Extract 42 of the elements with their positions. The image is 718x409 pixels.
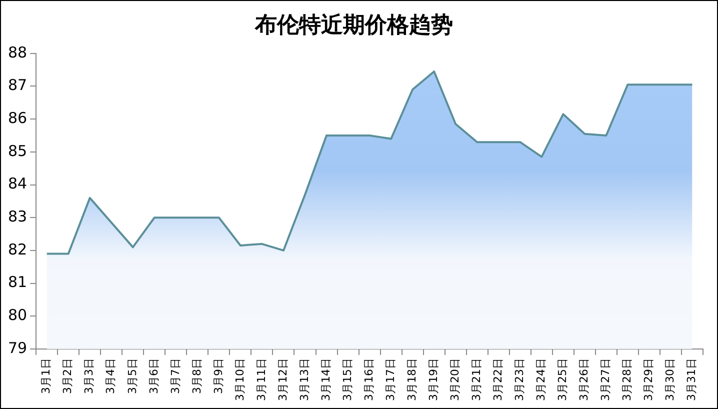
x-tick-label: 3月9日 xyxy=(212,358,225,394)
y-tick-label: 81 xyxy=(8,273,28,292)
x-tick-label: 3月15日 xyxy=(340,358,354,402)
x-tick-label: 3月4日 xyxy=(104,358,118,394)
x-tick-label: 3月20日 xyxy=(448,358,462,402)
x-tick-label: 3月31日 xyxy=(685,358,698,402)
y-tick-label: 87 xyxy=(8,76,28,94)
x-tick-label: 3月22日 xyxy=(491,358,504,402)
x-tick-label: 3月11日 xyxy=(254,358,268,402)
x-tick-label: 3月3日 xyxy=(82,358,96,394)
y-tick-label: 80 xyxy=(8,306,28,324)
x-tick-label: 3月17日 xyxy=(384,358,397,402)
y-tick-label: 83 xyxy=(8,208,28,226)
x-tick-label: 3月24日 xyxy=(534,358,548,402)
x-tick-label: 3月6日 xyxy=(147,358,160,394)
x-tick-label: 3月12日 xyxy=(276,358,290,402)
x-tick-label: 3月1日 xyxy=(40,358,53,394)
x-tick-label: 3月30日 xyxy=(664,358,677,402)
y-tick-label: 86 xyxy=(8,108,28,127)
x-tick-label: 3月8日 xyxy=(190,358,204,394)
y-tick-label: 88 xyxy=(8,43,28,62)
x-tick-label: 3月14日 xyxy=(319,358,332,402)
y-tick-label: 84 xyxy=(8,174,28,193)
x-tick-label: 3月25日 xyxy=(556,358,570,402)
x-tick-label: 3月13日 xyxy=(298,358,311,402)
x-tick-label: 3月23日 xyxy=(512,358,526,402)
x-tick-label: 3月27日 xyxy=(599,358,612,402)
y-tick-label: 82 xyxy=(8,240,28,258)
chart-title: 布伦特近期价格趋势 xyxy=(254,12,453,38)
x-tick-label: 3月26日 xyxy=(578,358,591,402)
y-tick-label: 79 xyxy=(8,338,28,357)
x-tick-label: 3月28日 xyxy=(620,358,634,402)
x-tick-label: 3月21日 xyxy=(470,358,483,402)
x-tick-label: 3月16日 xyxy=(362,358,376,402)
x-tick-label: 3月10日 xyxy=(233,358,246,402)
y-tick-label: 85 xyxy=(8,142,28,160)
x-tick-label: 3月29日 xyxy=(642,358,656,402)
x-tick-label: 3月2日 xyxy=(61,358,74,394)
x-tick-label: 3月18日 xyxy=(405,358,418,402)
x-tick-label: 3月19日 xyxy=(426,358,440,402)
x-tick-label: 3月5日 xyxy=(126,358,139,394)
x-tick-label: 3月7日 xyxy=(168,358,182,394)
